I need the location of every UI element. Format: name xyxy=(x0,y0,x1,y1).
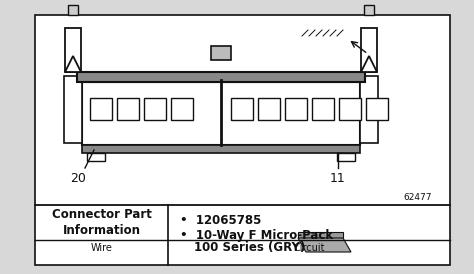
Text: 100 Series (GRY): 100 Series (GRY) xyxy=(194,241,305,255)
Text: 11: 11 xyxy=(330,172,346,184)
Bar xyxy=(339,98,361,120)
Bar xyxy=(64,76,82,143)
Bar xyxy=(68,5,78,15)
Bar xyxy=(361,28,377,72)
Bar xyxy=(82,82,360,145)
Bar xyxy=(231,98,253,120)
Bar xyxy=(90,98,112,120)
Polygon shape xyxy=(361,56,377,72)
Bar xyxy=(258,98,280,120)
Polygon shape xyxy=(298,238,351,252)
Bar xyxy=(360,76,378,143)
Bar xyxy=(82,145,360,153)
Bar xyxy=(144,98,166,120)
Bar xyxy=(87,153,105,161)
Bar xyxy=(77,72,365,82)
Bar xyxy=(285,98,307,120)
Text: 20: 20 xyxy=(70,172,86,184)
Bar xyxy=(35,15,450,265)
Bar xyxy=(65,28,81,72)
Text: •  12065785: • 12065785 xyxy=(180,215,261,227)
Text: Wire: Wire xyxy=(91,243,112,253)
Text: Connector Part
Information: Connector Part Information xyxy=(52,207,151,238)
Text: •  10-Way F Micro-Pack: • 10-Way F Micro-Pack xyxy=(180,229,333,241)
Bar xyxy=(337,153,355,161)
Polygon shape xyxy=(298,232,343,238)
Text: Circuit: Circuit xyxy=(293,243,325,253)
Bar xyxy=(312,98,334,120)
Bar xyxy=(211,46,231,60)
Bar xyxy=(117,98,139,120)
Text: 62477: 62477 xyxy=(403,193,432,202)
Polygon shape xyxy=(65,56,81,72)
Bar xyxy=(171,98,193,120)
Bar xyxy=(364,5,374,15)
Bar xyxy=(366,98,388,120)
